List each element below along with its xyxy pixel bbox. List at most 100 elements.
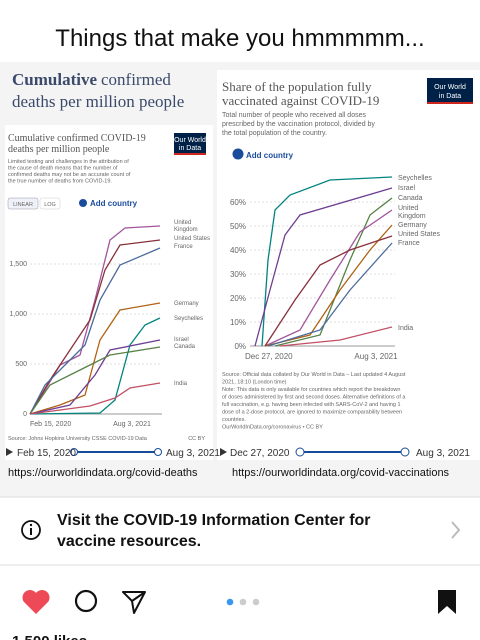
x-tick-label: Aug 3, 2021: [113, 421, 151, 428]
add-country: Add country: [246, 151, 294, 160]
carousel-dot: [226, 598, 234, 606]
y-tick-label: 500: [15, 361, 27, 368]
series-label: United States: [398, 231, 441, 238]
series-label: Canada: [398, 195, 423, 202]
slider-start: Dec 27, 2020: [230, 448, 290, 459]
series-label: Israel: [398, 185, 416, 192]
series-label: Kingdom: [174, 227, 198, 233]
likes-count: 1,500 likes: [12, 633, 87, 640]
source: 2021, 18:10 (London time): [222, 380, 287, 386]
info-icon[interactable]: [21, 520, 41, 540]
x-tick-label: Dec 27, 2020: [245, 352, 293, 361]
right-lines: [254, 176, 393, 347]
series-label: Germany: [174, 301, 199, 307]
caption: Things that make you hmmmmm...: [55, 25, 424, 52]
slider-end: Aug 3, 2021: [166, 448, 220, 459]
like-button[interactable]: [22, 590, 50, 614]
source: full vaccination, e.g. having been infec…: [222, 402, 401, 408]
info-icon-bar: [30, 528, 32, 535]
left-chart-card: [5, 125, 213, 460]
y-tick-label: 30%: [230, 270, 246, 279]
y-tick-label: 1,000: [9, 311, 27, 318]
source: countries.: [222, 417, 246, 423]
chart-title: Cumulative confirmed COVID-19: [8, 133, 146, 144]
source: of doses administered by first and secon…: [222, 395, 406, 401]
chart-title: vaccinated against COVID-19: [222, 93, 379, 108]
license: CC BY: [188, 436, 205, 442]
add-icon[interactable]: [232, 148, 244, 160]
panel-title: deaths per million people: [12, 92, 184, 111]
chart-title: Share of the population fully: [222, 79, 372, 94]
comment-button[interactable]: [74, 589, 98, 613]
left-lines: [29, 225, 161, 415]
slider-start: Feb 15, 2020: [17, 448, 76, 459]
panel-title: Cumulative: [12, 70, 97, 89]
series-label: Canada: [174, 344, 196, 350]
series-label: Germany: [398, 222, 427, 229]
owid-logo: [174, 133, 206, 153]
chart-subtitle: Total number of people who received all …: [222, 112, 366, 119]
y-tick-label: 20%: [230, 294, 246, 303]
save-button[interactable]: [438, 590, 456, 614]
series-label: France: [174, 244, 193, 250]
x-tick-label: Feb 15, 2020: [30, 421, 71, 428]
slider-end: Aug 3, 2021: [416, 448, 470, 459]
y-tick-label: 1,500: [9, 261, 27, 268]
y-tick-label: 0: [23, 411, 27, 418]
series-label: United: [398, 205, 418, 212]
series-label: Seychelles: [174, 316, 203, 322]
series-label: Israel: [174, 337, 189, 343]
share-button[interactable]: [122, 591, 146, 614]
chart-note: confirmed deaths may not be an accurate …: [8, 172, 131, 178]
link: https://ourworldindata.org/covid-deaths: [8, 467, 198, 479]
linear-button[interactable]: [7, 197, 39, 210]
source: Note: This data is only available for co…: [222, 387, 400, 393]
series-label: France: [398, 240, 420, 247]
y-tick-label: 60%: [230, 198, 246, 207]
series-label: United States: [174, 236, 210, 242]
carousel-dot: [252, 598, 260, 606]
x-tick-label: Aug 3, 2021: [354, 352, 398, 361]
chart-title: deaths per million people: [8, 144, 110, 155]
log-button[interactable]: [39, 197, 61, 210]
chart-note: Limited testing and challenges in the at…: [8, 159, 129, 165]
owid-logo-bar: [427, 102, 473, 104]
info-banner: Visit the COVID-19 Information Center fo…: [57, 512, 371, 529]
button-label: LOG: [44, 202, 56, 208]
source: OurWorldInData.org/coronavirus • CC BY: [222, 425, 323, 431]
series-label: India: [398, 325, 413, 332]
source: dose of a 2-dose protocol, are ignored t…: [222, 410, 402, 416]
series-label: India: [174, 381, 188, 387]
panel-title: confirmed: [101, 70, 171, 89]
carousel-dot: [239, 598, 247, 606]
link: https://ourworldindata.org/covid-vaccina…: [232, 467, 450, 479]
y-tick-label: 40%: [230, 246, 246, 255]
y-tick-label: 0%: [234, 342, 246, 351]
chevron[interactable]: [451, 521, 461, 539]
chart-note: the cause of death means that the number…: [8, 166, 118, 172]
chart-subtitle: the total population of the country.: [222, 130, 327, 137]
chart-subtitle: prescribed by the vaccination protocol, …: [222, 121, 375, 128]
source: Source: Official data collated by Our Wo…: [222, 372, 406, 378]
sliders: [6, 447, 410, 457]
y-tick-label: 10%: [230, 318, 246, 327]
series-label: Seychelles: [398, 175, 432, 182]
logo-text: Our World: [174, 137, 206, 144]
owid-logo: [427, 78, 473, 102]
owid-logo-bar: [174, 153, 206, 155]
info-icon-dot: [29, 523, 33, 527]
logo-text: in Data: [179, 145, 201, 152]
series-label: Kingdom: [398, 213, 426, 220]
source: Source: Johns Hopkins University CSSE CO…: [8, 436, 148, 442]
info-banner: vaccine resources.: [57, 533, 201, 550]
button-label: LINEAR: [13, 202, 33, 208]
add-icon[interactable]: [79, 199, 87, 207]
series-label: United: [174, 220, 191, 226]
logo-text: Our World: [434, 84, 466, 91]
add-country: Add country: [90, 199, 138, 208]
chart-note: the true number of deaths from COVID-19.: [8, 179, 112, 185]
logo-text: in Data: [439, 93, 461, 100]
y-tick-label: 50%: [230, 222, 246, 231]
